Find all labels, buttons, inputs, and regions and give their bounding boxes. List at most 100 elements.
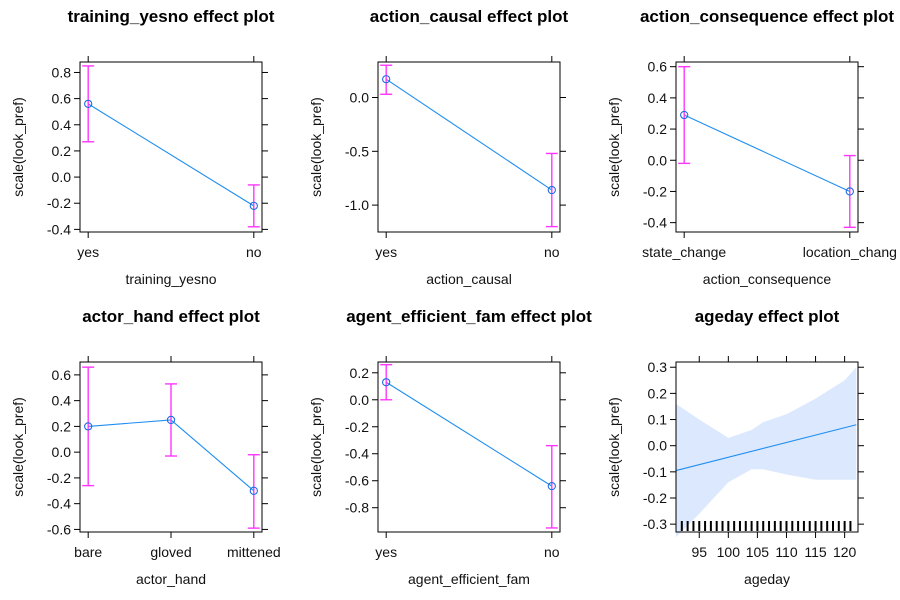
- effect-point: [547, 185, 556, 195]
- y-tick-label: 0.4: [52, 117, 72, 133]
- effect-line: [385, 381, 553, 487]
- y-tick-label: 0.4: [648, 90, 668, 106]
- x-axis-label: action_causal: [426, 271, 512, 287]
- panel-title: ageday effect plot: [695, 307, 840, 326]
- y-tick-label: -0.2: [47, 195, 71, 211]
- y-tick-label: -0.1: [643, 464, 667, 480]
- y-axis-label: scale(look_pref): [10, 397, 26, 497]
- effect-line: [87, 103, 255, 207]
- effect-point: [547, 481, 556, 491]
- x-tick-label: location_chang: [803, 244, 897, 260]
- panel-title: agent_efficient_fam effect plot: [346, 307, 592, 326]
- panel-1: training_yesno effect plot -0.4 -0.2 0.0 0.2…: [10, 7, 275, 287]
- effect-line: [675, 424, 857, 472]
- panel-title: action_causal effect plot: [370, 7, 569, 26]
- x-tick-label: yes: [375, 544, 397, 560]
- y-tick-label: 0.2: [648, 385, 668, 401]
- effect-line: [385, 78, 553, 191]
- effect-point: [249, 201, 258, 210]
- panel-frame: [377, 61, 561, 233]
- y-tick-label: -0.2: [643, 490, 667, 506]
- effect-point: [166, 415, 176, 425]
- panel-2: action_causal effect plot -1.0 -0.5 0.0 scal…: [308, 7, 569, 287]
- y-axis-label: scale(look_pref): [308, 397, 324, 497]
- y-axis-label: scale(look_pref): [606, 397, 622, 497]
- x-axis-label: ageday: [744, 571, 790, 587]
- y-tick-label: -0.4: [643, 215, 667, 231]
- y-tick-label: 0.0: [648, 152, 668, 168]
- y-tick-label: 0.0: [52, 169, 72, 185]
- y-tick-label: 0.2: [350, 365, 370, 381]
- panel-frame: [675, 61, 859, 233]
- y-axis-label: scale(look_pref): [10, 97, 26, 197]
- y-tick-label: 0.6: [648, 59, 668, 75]
- y-tick-label: -0.4: [47, 221, 71, 237]
- effect-point: [382, 75, 391, 84]
- panel-5: agent_efficient_fam effect plot -0.8 -0.6 -…: [308, 307, 592, 587]
- y-axis-label: scale(look_pref): [606, 97, 622, 197]
- x-axis-label: action_consequence: [703, 271, 832, 287]
- y-tick-label: 0.6: [52, 367, 72, 383]
- y-tick-label: -0.8: [345, 500, 369, 516]
- y-tick-label: -0.2: [47, 470, 71, 486]
- y-tick-label: 0.2: [52, 418, 72, 434]
- y-tick-label: -0.6: [47, 521, 71, 537]
- panel-frame: [79, 61, 263, 233]
- effect-point: [680, 110, 689, 120]
- x-axis-label: training_yesno: [125, 271, 216, 287]
- effect-point: [845, 187, 854, 196]
- x-tick-label: 110: [775, 544, 798, 560]
- y-tick-label: 0.2: [648, 121, 668, 137]
- x-tick-label: no: [246, 244, 262, 260]
- x-tick-label: bare: [74, 544, 102, 560]
- y-tick-label: -0.3: [643, 516, 667, 532]
- y-tick-label: 0.0: [350, 90, 370, 106]
- x-tick-label: no: [544, 244, 560, 260]
- y-tick-label: -0.5: [345, 143, 369, 159]
- y-tick-label: 0.4: [52, 393, 72, 409]
- panel-frame: [675, 361, 859, 533]
- x-axis-label: actor_hand: [136, 571, 206, 587]
- y-tick-label: 0.2: [52, 143, 72, 159]
- effect-point: [249, 486, 258, 495]
- y-tick-label: 0.6: [52, 91, 72, 107]
- effect-line: [683, 114, 851, 192]
- panel-3: action_consequence effect plot -0.4 -0.2 0.…: [606, 7, 897, 287]
- y-tick-label: 0.0: [648, 438, 668, 454]
- panel-4: actor_hand effect plot -0.6 -0.4 -0.2 0.0 0.2…: [10, 307, 281, 587]
- x-tick-label: state_change: [642, 244, 726, 260]
- panel-title: action_consequence effect plot: [640, 7, 894, 26]
- x-tick-label: 120: [833, 544, 857, 560]
- y-tick-label: 0.0: [350, 392, 370, 408]
- x-axis-label: agent_efficient_fam: [408, 571, 530, 587]
- y-axis-label: scale(look_pref): [308, 97, 324, 197]
- panel-6: ageday effect plot -0.3 -0.2 -0.1 0.0 0.1 0.2 0…: [606, 307, 864, 587]
- x-tick-label: 115: [804, 544, 827, 560]
- y-tick-label: 0.0: [52, 444, 72, 460]
- x-tick-label: gloved: [150, 544, 191, 560]
- panel-frame: [377, 361, 561, 533]
- x-tick-label: yes: [77, 244, 99, 260]
- x-tick-label: 95: [691, 544, 707, 560]
- y-tick-label: -0.4: [345, 446, 369, 462]
- x-tick-label: mittened: [227, 544, 281, 560]
- effect-point: [382, 378, 391, 387]
- y-tick-label: 0.3: [648, 359, 668, 375]
- effect-point: [84, 99, 93, 108]
- x-tick-label: yes: [375, 244, 397, 260]
- x-tick-label: 100: [717, 544, 741, 560]
- y-tick-label: -0.6: [345, 473, 369, 489]
- y-tick-label: -0.2: [345, 419, 369, 435]
- x-tick-label: no: [544, 544, 560, 560]
- y-tick-label: 0.1: [648, 412, 668, 428]
- confidence-band: [676, 367, 857, 538]
- panel-title: actor_hand effect plot: [82, 307, 260, 326]
- y-tick-label: 0.8: [52, 64, 72, 80]
- y-tick-label: -0.4: [47, 496, 71, 512]
- y-tick-label: -0.2: [643, 183, 667, 199]
- panel-title: training_yesno effect plot: [68, 7, 275, 26]
- y-tick-label: -1.0: [345, 197, 369, 213]
- effect-point: [84, 422, 93, 431]
- x-tick-label: 105: [746, 544, 770, 560]
